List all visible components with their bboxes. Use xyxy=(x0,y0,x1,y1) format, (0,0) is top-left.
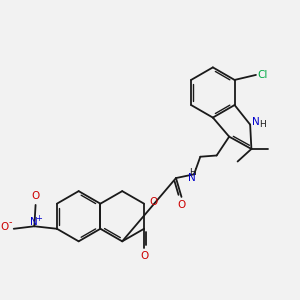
Text: O: O xyxy=(177,200,186,210)
Text: N: N xyxy=(188,173,196,184)
Text: -: - xyxy=(8,218,12,227)
Text: O: O xyxy=(149,197,158,207)
Text: O: O xyxy=(140,251,148,261)
Text: O: O xyxy=(32,191,40,201)
Text: +: + xyxy=(35,214,42,223)
Text: H: H xyxy=(259,120,266,129)
Text: Cl: Cl xyxy=(257,70,267,80)
Text: N: N xyxy=(252,117,260,127)
Text: O: O xyxy=(0,222,8,232)
Text: N: N xyxy=(31,217,38,227)
Text: H: H xyxy=(189,168,196,177)
